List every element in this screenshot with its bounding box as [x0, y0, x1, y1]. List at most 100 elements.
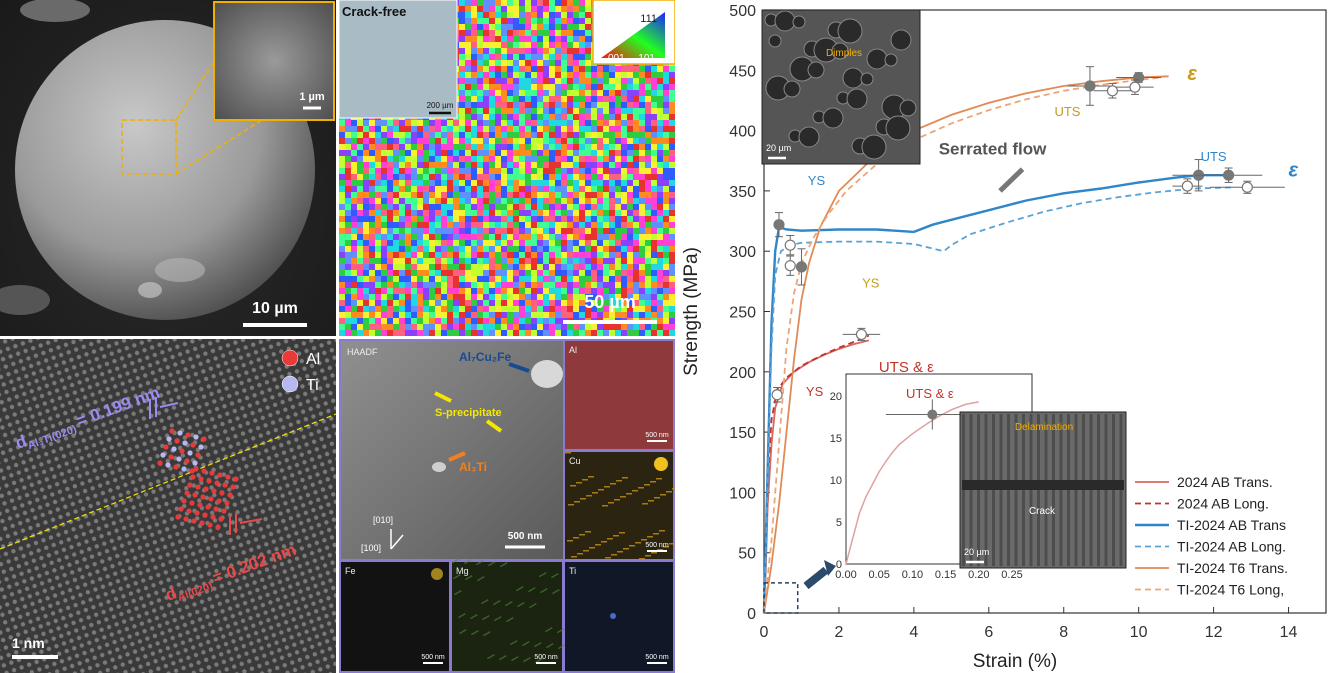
annotation-2: YS [806, 384, 824, 399]
delamination-label: Delamination [1015, 422, 1073, 433]
eds-map-scale-cu: 500 nm [645, 542, 669, 549]
tem-scale-label: 1 nm [12, 635, 45, 651]
data-marker-13 [1209, 180, 1285, 194]
sem-inset-zoom [213, 1, 335, 121]
y-tick-label: 0 [747, 606, 756, 623]
annotation-3: UTS & ε [879, 359, 934, 376]
haadf-label: HAADF [347, 347, 378, 357]
inset-uts-label: UTS & ε [906, 386, 954, 401]
x-tick-label: 6 [984, 624, 993, 641]
ipf-triangle [601, 12, 665, 58]
eds-map-label-mg: Mg [456, 566, 469, 576]
ebsd-panel: Crack-free 200 µm 111 001 101 50 µm [339, 0, 675, 336]
x-tick-label: 12 [1205, 624, 1223, 641]
inset-x-tick: 0.05 [868, 569, 889, 581]
x-tick-label: 8 [1059, 624, 1068, 641]
delamination-inset-scale: 20 µm [964, 547, 989, 557]
al7cu2fe-particle [531, 360, 563, 388]
x-tick-label: 0 [760, 624, 769, 641]
inset-y-tick: 0 [836, 559, 842, 571]
sem-fracture-dimples-inset: Dimples 20 µm [761, 9, 921, 165]
dimples-inset-scale: 20 µm [766, 143, 791, 153]
annotation-4: UTS [1054, 104, 1080, 119]
annotation-5: UTS [1201, 149, 1227, 164]
series-line-5 [763, 76, 1162, 614]
inset-x-tick: 0.20 [968, 569, 989, 581]
serrated-flow-arrow [998, 167, 1025, 193]
y-tick-label: 450 [729, 63, 756, 80]
data-marker-9 [1116, 79, 1154, 95]
annotation-6: Serrated flow [939, 140, 1047, 159]
annotation-1: YS [862, 275, 880, 290]
data-marker-8 [1093, 83, 1132, 99]
sem-scale-label: 10 µm [252, 300, 298, 317]
y-tick-label: 150 [729, 425, 756, 442]
ipf-101-label: 101 [638, 53, 655, 64]
al3ti-particle [432, 462, 446, 472]
epsilon-label-1: ε [1289, 159, 1299, 181]
y-tick-label: 100 [729, 485, 756, 502]
legend-label-2: TI-2024 AB Trans [1177, 517, 1286, 533]
eds-map-ti: Ti 500 nm [565, 562, 673, 671]
inset-uts-point [927, 409, 938, 420]
s-precipitate-label: S-precipitate [435, 407, 502, 419]
x-tick-label: 10 [1130, 624, 1148, 641]
inset-x-tick: 0.25 [1001, 569, 1022, 581]
eds-map-scale-al: 500 nm [645, 432, 669, 439]
inset-curve [845, 401, 979, 565]
direction-100-label: [100] [361, 543, 381, 553]
optical-micrograph-inset [339, 0, 458, 119]
ti-atom-dots [157, 428, 207, 474]
inset-y-tick: 20 [830, 391, 842, 403]
chart-svg: 0 2 4 6 8 10 12 1405010015020025030035040045050… [681, 3, 1327, 672]
eds-map-mg: Mg 500 nm [452, 558, 566, 671]
y-tick-label: 300 [729, 244, 756, 261]
crack-label: Crack [1029, 506, 1056, 517]
series-line-3 [763, 186, 1233, 614]
data-marker-2 [784, 235, 796, 256]
legend-label-5: TI-2024 T6 Long, [1177, 582, 1284, 598]
eds-map-fe: Fe 500 nm [341, 562, 449, 671]
dimples-label: Dimples [826, 48, 862, 59]
eds-map-label-fe: Fe [345, 566, 356, 576]
al3ti-label: Al₃Ti [459, 460, 487, 474]
y-tick-label: 400 [729, 124, 756, 141]
y-tick-label: 250 [729, 305, 756, 322]
al-legend-label: Al [306, 351, 320, 368]
hrtem-panel: Al Ti dAl₃Ti(020)= 0.199 nm dAl(020)= 0.… [0, 339, 336, 673]
hrtem-image: Al Ti dAl₃Ti(020)= 0.199 nm dAl(020)= 0.… [0, 339, 336, 673]
ti-legend-label: Ti [306, 377, 319, 394]
zoom-region-box [121, 119, 177, 175]
data-marker-4 [771, 386, 783, 403]
sem-inset-scale-label: 1 µm [299, 91, 325, 103]
al-atom-dots [175, 466, 239, 530]
x-tick-label: 14 [1280, 624, 1298, 641]
inset-x-tick: 0.10 [902, 569, 923, 581]
al-legend-icon [281, 349, 299, 367]
y-tick-label: 200 [729, 365, 756, 382]
legend-label-3: TI-2024 AB Long. [1177, 539, 1286, 555]
sem-powder-panel: 1 µm 10 µm [0, 0, 336, 336]
data-marker-6 [1067, 66, 1113, 106]
data-marker-1 [795, 248, 808, 286]
inset-y-tick: 5 [836, 517, 842, 529]
data-marker-5 [842, 327, 881, 341]
y-tick-label: 500 [729, 3, 756, 20]
y-tick-label: 50 [738, 546, 756, 563]
annotation-0: YS [808, 173, 826, 188]
eds-map-al: Al 500 nm [565, 341, 673, 449]
x-tick-label: 4 [909, 624, 918, 641]
legend-label-1: 2024 AB Long. [1177, 496, 1269, 512]
data-marker-7 [1116, 71, 1162, 84]
eds-map-scale-mg: 500 nm [534, 654, 558, 661]
inset-x-tick: 0.00 [835, 569, 856, 581]
ti-legend-icon [281, 375, 299, 393]
sem-powder-image: 1 µm 10 µm [0, 0, 335, 327]
sem-fracture-delamination-inset: Delamination Crack 20 µm [959, 411, 1127, 569]
zoom-source-box [763, 582, 799, 614]
y-axis-label: Strength (MPa) [681, 247, 702, 376]
epsilon-label-0: ε [1187, 63, 1197, 85]
ipf-001-label: 001 [608, 53, 625, 64]
al7cu2fe-label: Al₇Cu₂Fe [459, 350, 511, 364]
stress-strain-chart: 0 2 4 6 8 10 12 14 0 50 100 150 200 250 300 350 400 450 50… [676, 0, 1333, 673]
